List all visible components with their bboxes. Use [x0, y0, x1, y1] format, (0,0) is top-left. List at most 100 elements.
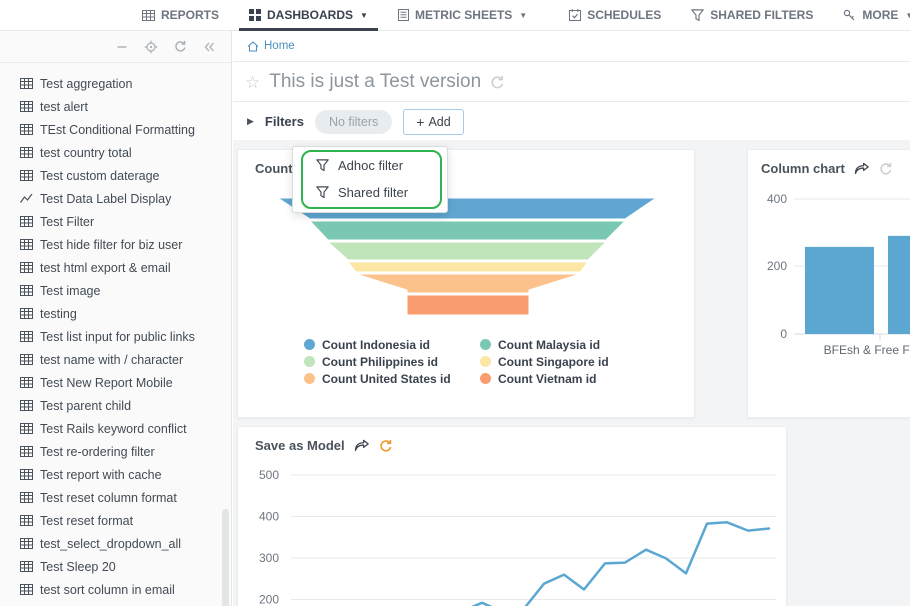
column-chart-panel: Column chart 400 200 0 BFEsh & Free Fe [747, 149, 910, 418]
svg-text:400: 400 [767, 192, 787, 206]
table-icon [20, 78, 33, 89]
sidebar-scrollbar[interactable] [222, 509, 229, 606]
refresh-icon[interactable] [490, 75, 505, 90]
legend-swatch [480, 339, 491, 350]
svg-text:200: 200 [259, 593, 279, 606]
sidebar-item-test-reset-format[interactable]: Test reset format [20, 509, 231, 532]
legend-swatch [480, 373, 491, 384]
funnel-icon [691, 8, 704, 22]
sidebar-item-test-data-label-display[interactable]: Test Data Label Display [20, 187, 231, 210]
svg-text:0: 0 [780, 327, 787, 341]
add-filter-button[interactable]: + Add [403, 108, 464, 135]
line-chart-icon [20, 193, 33, 204]
chevron-down-icon: ▼ [360, 10, 368, 20]
dashboard-icon [249, 9, 262, 21]
sidebar-item-test-new-report-mobile[interactable]: Test New Report Mobile [20, 371, 231, 394]
filters-label: Filters [264, 114, 304, 129]
sidebar-item-test-conditional-formatting[interactable]: TEst Conditional Formatting [20, 118, 231, 141]
sidebar-item-test-reset-column-format[interactable]: Test reset column format [20, 486, 231, 509]
table-icon [20, 377, 33, 388]
collapse-left-icon[interactable] [203, 41, 215, 53]
refresh-icon[interactable] [379, 439, 393, 453]
sidebar-item-test-country-total[interactable]: test country total [20, 141, 231, 164]
refresh-icon[interactable] [879, 162, 893, 176]
nav-item-dashboards[interactable]: DASHBOARDS ▼ [239, 0, 378, 31]
table-icon [20, 331, 33, 342]
sidebar-item-test-image[interactable]: Test image [20, 279, 231, 302]
sidebar-item-test-aggregation[interactable]: Test aggregation [20, 72, 231, 95]
calendar-check-icon [569, 9, 582, 21]
add-filter-menu: Adhoc filter Shared filter [292, 146, 448, 213]
legend-item-count-malaysia-id: Count Malaysia id [480, 336, 609, 353]
table-icon [20, 124, 33, 135]
sidebar-item-test-list-input-for-public-links[interactable]: Test list input for public links [20, 325, 231, 348]
nav-item-shared-filters[interactable]: SHARED FILTERS [691, 0, 813, 30]
sidebar-item-test-filter[interactable]: Test Filter [20, 210, 231, 233]
share-icon[interactable] [354, 439, 370, 452]
legend-item-count-singapore-id: Count Singapore id [480, 353, 609, 370]
home-icon [247, 40, 259, 52]
sidebar-item-test-re-ordering-filter[interactable]: Test re-ordering filter [20, 440, 231, 463]
svg-text:BFEsh & Free Fe: BFEsh & Free Fe [824, 343, 910, 357]
table-icon [20, 101, 33, 112]
line-chart[interactable]: 500 400 300 200 [238, 465, 786, 606]
legend-swatch [304, 339, 315, 350]
menu-item-shared-filter[interactable]: Shared filter [293, 179, 447, 206]
sidebar-item-test-hide-filter-for-biz-user[interactable]: Test hide filter for biz user [20, 233, 231, 256]
sidebar-item-test-rails-keyword-conflict[interactable]: Test Rails keyword conflict [20, 417, 231, 440]
table-icon [20, 354, 33, 365]
table-icon [20, 170, 33, 181]
minus-icon[interactable] [116, 41, 128, 53]
chevron-down-icon: ▼ [905, 10, 910, 20]
legend-item-count-indonesia-id: Count Indonesia id [304, 336, 480, 353]
sidebar-item-test-name-with-character[interactable]: test name with / character [20, 348, 231, 371]
funnel-chart[interactable] [238, 150, 694, 330]
expand-triangle-icon[interactable]: ▶ [247, 116, 254, 126]
column-panel-title: Column chart [761, 161, 845, 176]
sheet-icon [397, 9, 409, 21]
nav-item-reports[interactable]: REPORTS [142, 0, 219, 30]
share-icon[interactable] [854, 162, 870, 175]
legend-item-count-philippines-id: Count Philippines id [304, 353, 480, 370]
nav-item-schedules[interactable]: SCHEDULES [569, 0, 661, 30]
table-icon [20, 262, 33, 273]
filters-bar: ▶ Filters No filters + Add [233, 103, 910, 140]
refresh-icon[interactable] [174, 40, 187, 53]
plus-icon: + [416, 113, 425, 130]
funnel-icon [316, 186, 329, 199]
sidebar-item-test-html-export-email[interactable]: test html export & email [20, 256, 231, 279]
nav-item-metric-sheets[interactable]: METRIC SHEETS ▼ [397, 0, 527, 30]
sidebar-item-test-sort-column-in-email[interactable]: test sort column in email [20, 578, 231, 601]
sidebar-item-test-sleep-20[interactable]: Test Sleep 20 [20, 555, 231, 578]
legend-swatch [304, 356, 315, 367]
menu-item-adhoc-filter[interactable]: Adhoc filter [293, 152, 447, 179]
key-icon [843, 9, 856, 22]
sidebar: Test aggregation test alert TEst Condition… [0, 31, 232, 606]
nav-item-more[interactable]: MORE ▼ [843, 0, 910, 30]
table-icon [20, 308, 33, 319]
target-icon[interactable] [144, 40, 158, 54]
sidebar-item-test-report-with-cache[interactable]: Test report with cache [20, 463, 231, 486]
table-icon [20, 515, 33, 526]
svg-text:300: 300 [259, 551, 279, 565]
table-icon [20, 239, 33, 250]
legend-item-count-united-states-id: Count United States id [304, 370, 480, 387]
sidebar-item-test-parent-child[interactable]: Test parent child [20, 394, 231, 417]
no-filters-pill: No filters [314, 109, 393, 134]
legend-swatch [480, 356, 491, 367]
sidebar-item-test-alert[interactable]: test alert [20, 95, 231, 118]
table-icon [20, 285, 33, 296]
sidebar-item-test-select-dropdown-all[interactable]: test_select_dropdown_all [20, 532, 231, 555]
svg-text:400: 400 [259, 510, 279, 524]
table-icon [20, 584, 33, 595]
breadcrumb-home-link[interactable]: Home [264, 40, 295, 52]
funnel-legend: Count Indonesia id Count Philippines id Co… [304, 336, 609, 387]
sidebar-item-testing[interactable]: testing [20, 302, 231, 325]
table-icon [20, 469, 33, 480]
sidebar-item-test-custom-daterage[interactable]: Test custom daterage [20, 164, 231, 187]
column-chart[interactable]: 400 200 0 BFEsh & Free Fe [748, 187, 910, 417]
breadcrumb: Home [233, 31, 910, 62]
svg-text:200: 200 [767, 259, 787, 273]
table-icon [20, 423, 33, 434]
favorite-star-icon[interactable]: ☆ [245, 72, 261, 92]
